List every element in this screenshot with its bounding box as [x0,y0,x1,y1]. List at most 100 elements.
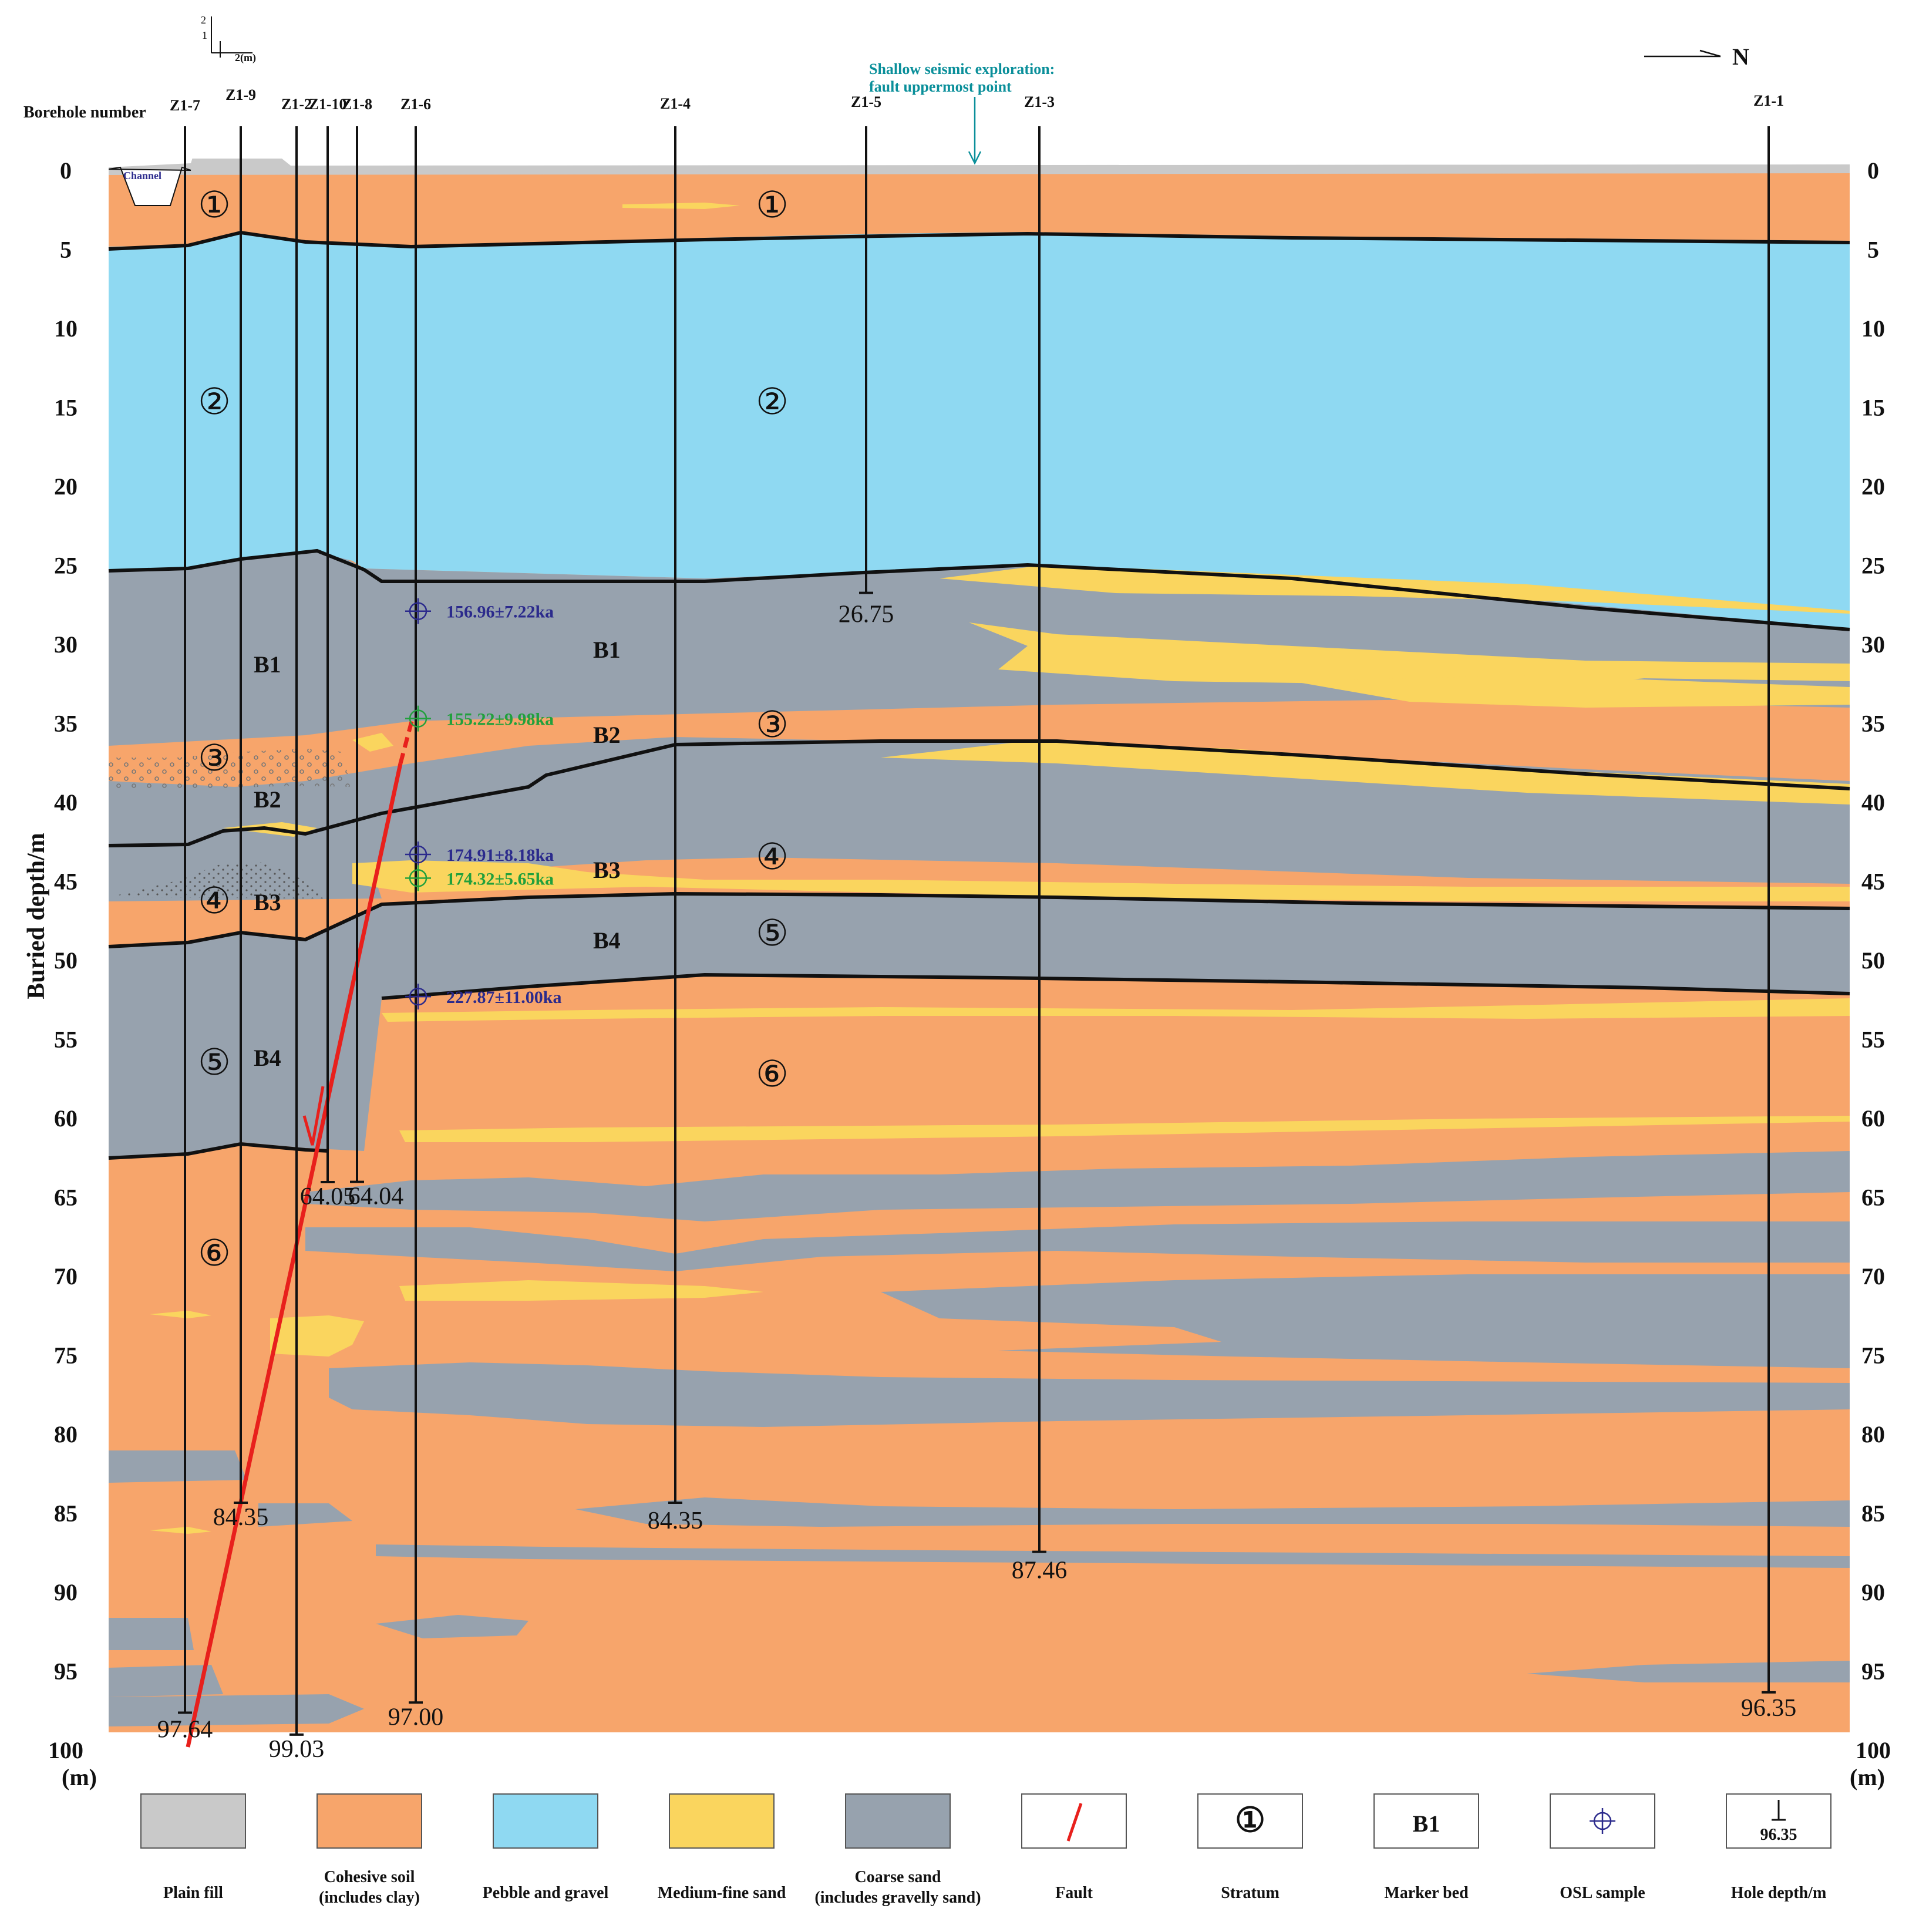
coarse-lens [109,1450,247,1483]
legend-swatch [1373,1793,1479,1849]
stratum-label: ③ [756,705,789,745]
pebble-dotted-zone [109,749,352,790]
hole-depth-label: 84.35 [648,1507,703,1534]
y-tick-label-right: 95 [1861,1658,1885,1685]
coarse-lens [376,1615,528,1638]
borehole-name: Z1-10 [309,96,347,113]
layer-pebble-gravel [109,232,1850,628]
north-arrow-icon: N [1644,43,1749,70]
coarse-lens [109,1694,364,1726]
legend-label: OSL sample [1560,1884,1645,1902]
legend-item-marker: B1 Marker bed [1373,1793,1479,1902]
y-tick-label-left: 60 [54,1105,78,1132]
b3-dotted-zone [109,862,329,898]
legend-swatch [493,1793,598,1849]
borehole-name: Z1-7 [170,97,200,114]
y-tick-label-right: 60 [1861,1105,1885,1132]
y-tick-label-right: 30 [1861,631,1885,658]
header: Borehole number 2 1 2(m) N Shallow seism… [23,14,1749,165]
y-tick-label-right: 75 [1861,1342,1885,1369]
borehole-name: Z1-8 [342,96,372,113]
stratum-label: ③ [198,739,231,779]
y-tick-label-left: 90 [54,1579,78,1605]
channel-label: Channel [123,170,161,181]
hole-depth-label: 97.64 [157,1716,213,1743]
borehole-name: Z1-6 [400,96,431,113]
coarse-lens [305,1151,1850,1221]
osl-age-label: 174.32±5.65ka [446,869,554,888]
legend-item-coarse: Coarse sand (includes gravelly sand) [814,1793,981,1907]
y-tick-label-right: 45 [1861,869,1885,895]
channel [109,166,191,206]
hole-depth-label: 97.00 [388,1704,444,1731]
hole-depth-label: 64.04 [348,1183,404,1210]
marker-bed-label: B2 [254,786,281,813]
hole-depth-label: 64.05 [300,1183,356,1210]
sand-lens [969,622,1850,696]
y-tick-label-right: 90 [1861,1579,1885,1605]
boundary-5-6 [381,972,1850,1000]
legend-item-medium_sand: Medium-fine sand [658,1793,786,1902]
north-label: N [1732,43,1749,70]
y-tick-label-right: 35 [1861,711,1885,737]
y-tick-label-right: 100 [1856,1737,1891,1763]
legend-item-pebble: Pebble and gravel [483,1793,609,1902]
y-tick-label-right: 40 [1861,789,1885,816]
y-tick-label-left: 5 [60,237,72,263]
sand-lens [352,733,393,752]
y-tick-label-left: 65 [54,1184,78,1211]
legend-label: Pebble and gravel [483,1884,609,1902]
layer-coarse-b4 [109,893,1850,1157]
borehole-name: Z1-3 [1024,93,1055,110]
axis-unit-left: (m) [62,1764,97,1790]
coarse-lens [109,1618,194,1650]
y-tick-label-left: 20 [54,473,78,500]
legend-label: Plain fill [163,1884,223,1902]
y-tick-label-right: 50 [1861,947,1885,974]
seismic-note-line1: Shallow seismic exploration: [869,60,1055,78]
hole-depth-label: 87.46 [1012,1557,1068,1584]
y-tick-label-left: 25 [54,553,78,579]
y-tick-label-left: 55 [54,1026,78,1053]
osl-age-label: 174.91±8.18ka [446,846,554,865]
coarse-lens [376,1544,1850,1568]
y-tick-label-right: 70 [1861,1263,1885,1290]
stratum-boundaries [108,230,1850,1160]
y-tick-label-left: 70 [54,1263,78,1290]
y-tick-label-left: 80 [54,1421,78,1448]
borehole-name: Z1-2 [281,96,312,113]
y-axis-title: Buried depth/m [23,833,50,999]
legend-label: Marker bed [1384,1884,1469,1902]
legend-label: Stratum [1221,1884,1280,1902]
stratum-label: ④ [756,837,789,877]
marker-bed-label: B2 [593,722,621,748]
y-tick-label-right: 65 [1861,1184,1885,1211]
coarse-lens [258,1503,352,1527]
hole-depth-label: 84.35 [213,1504,269,1531]
y-tick-label-left: 0 [60,157,72,184]
strata-layers [109,159,1850,1732]
fault-line [186,719,415,1748]
y-tick-label-right: 15 [1861,395,1885,421]
sand-lens [1292,675,1850,708]
sand-lens [270,1315,364,1357]
osl-age-label: 156.96±7.22ka [446,603,554,622]
legend-label: Cohesive soil [324,1868,415,1886]
stratum-label: ⑥ [198,1234,231,1274]
legend-swatch [1726,1793,1831,1849]
y-tick-label-left: 45 [54,869,78,895]
marker-bed-label: B4 [593,927,621,954]
sand-lens [881,741,1850,805]
stratum-label: ⑥ [756,1055,789,1095]
sand-lens [150,1527,211,1534]
scale-label-2: 2 [201,14,206,26]
sand-lens [399,1280,763,1301]
boundary-4-5 [108,891,1850,948]
marker-bed-label: B1 [593,637,621,663]
layer-plain-fill [109,159,1850,175]
boundary-1-2 [108,230,1850,251]
coarse-lens [881,1274,1850,1368]
y-tick-label-right: 55 [1861,1026,1885,1053]
y-tick-label-right: 20 [1861,473,1885,500]
